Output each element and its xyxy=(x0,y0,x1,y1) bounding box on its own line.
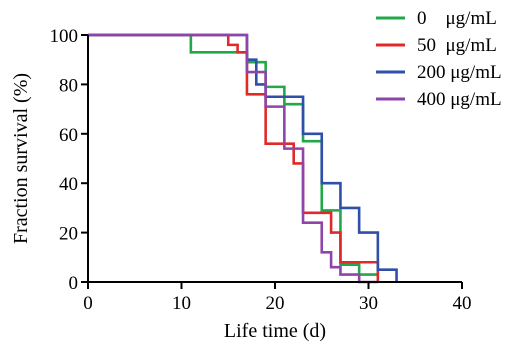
ticks-layer: 0 10 20 30 40 0 20 40 60 80 100 xyxy=(50,26,472,314)
x-tick-label: 10 xyxy=(172,293,191,314)
series-line-0 xyxy=(88,33,378,276)
y-tick-label: 80 xyxy=(59,75,78,96)
legend-label-1: 50 μg/mL xyxy=(417,35,497,56)
y-axis-title: Fraction survival (%) xyxy=(10,73,32,244)
y-tick-label: 20 xyxy=(59,224,78,245)
legend-label-0: 0 μg/mL xyxy=(417,8,497,29)
y-tick-label: 100 xyxy=(50,26,79,47)
y-tick-label: 0 xyxy=(69,273,79,294)
series-line-2 xyxy=(88,33,398,282)
axes-layer xyxy=(87,35,462,283)
x-tick-label: 30 xyxy=(359,293,378,314)
series-layer xyxy=(88,33,398,284)
legend: 0 μg/mL 50 μg/mL 200 μg/mL 400 μg/mL xyxy=(376,8,502,110)
x-tick-label: 0 xyxy=(83,293,93,314)
series-line-3 xyxy=(88,33,378,284)
x-tick-label: 20 xyxy=(266,293,285,314)
y-tick-label: 60 xyxy=(59,125,78,146)
series-line-1 xyxy=(88,33,380,282)
legend-label-3: 400 μg/mL xyxy=(417,89,502,110)
y-tick-label: 40 xyxy=(59,174,78,195)
x-axis-title: Life time (d) xyxy=(224,320,326,342)
x-tick-label: 40 xyxy=(453,293,472,314)
legend-label-2: 200 μg/mL xyxy=(417,62,502,83)
